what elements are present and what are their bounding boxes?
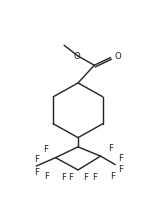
Text: F: F — [34, 168, 39, 177]
Text: F: F — [118, 154, 123, 163]
Text: F: F — [92, 173, 97, 182]
Text: F: F — [108, 144, 113, 153]
Text: F: F — [118, 165, 123, 174]
Text: F: F — [45, 172, 50, 181]
Text: F: F — [83, 173, 88, 182]
Text: F: F — [34, 155, 39, 164]
Text: O: O — [74, 52, 81, 61]
Text: F: F — [110, 172, 115, 181]
Text: F: F — [61, 173, 66, 182]
Text: F: F — [68, 173, 73, 182]
Text: O: O — [114, 52, 121, 61]
Text: F: F — [43, 146, 48, 154]
